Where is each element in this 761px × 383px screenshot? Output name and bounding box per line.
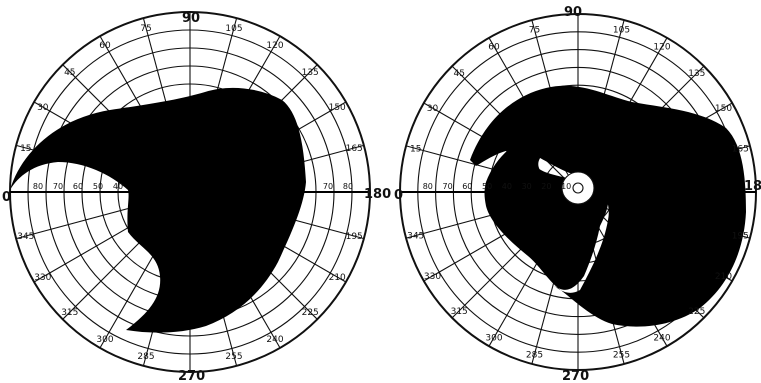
right-radial-label: 20 xyxy=(541,182,551,191)
left-right-label: 180 xyxy=(364,187,391,202)
left-meridian-label: 165 xyxy=(346,144,363,154)
left-radial-label: 70 xyxy=(323,182,333,191)
left-meridian-label: 75 xyxy=(140,24,151,34)
right-meridian-label: 30 xyxy=(427,104,439,114)
right-visual-field-chart: 75 60 45 30 15 105 120 135 150 165 195 210 225 240 255… xyxy=(394,5,761,383)
right-meridian-label: 60 xyxy=(488,43,500,53)
left-radial-label: 60 xyxy=(73,182,83,191)
left-meridian-label: 45 xyxy=(64,68,75,78)
left-radial-label: 70 xyxy=(53,182,63,191)
left-radial-label: 50 xyxy=(93,182,103,191)
left-meridian-label: 195 xyxy=(346,232,363,242)
left-radial-label: 80 xyxy=(343,182,353,191)
left-field-defect-region xyxy=(10,87,306,333)
right-field-defect-region xyxy=(470,85,746,327)
right-radial-label: 30 xyxy=(522,182,532,191)
right-meridian-label: 105 xyxy=(613,26,630,36)
right-radial-label: 50 xyxy=(482,182,492,191)
right-meridian-label: 300 xyxy=(485,334,502,344)
right-radial-label: 60 xyxy=(462,182,472,191)
left-meridian-label: 210 xyxy=(329,273,346,283)
left-meridian-labels: 75 60 45 30 15 105 120 135 150 165 195 210 225 240 255… xyxy=(17,24,363,362)
left-meridian-label: 255 xyxy=(225,352,242,362)
left-meridian-label: 330 xyxy=(34,273,51,283)
left-meridian-label: 225 xyxy=(302,308,319,318)
right-radial-label: 40 xyxy=(502,182,512,191)
right-meridian-label: 45 xyxy=(453,69,464,79)
left-meridian-label: 60 xyxy=(99,41,111,51)
left-visual-field-chart: 75 60 45 30 15 105 120 135 150 165 195 210 225 240 255… xyxy=(2,11,391,383)
right-fixation-dot xyxy=(572,182,584,194)
left-meridian-label: 285 xyxy=(137,352,154,362)
right-radial-scale-labels: 80 70 60 50 40 30 20 10 xyxy=(423,182,572,191)
right-right-label: 180 xyxy=(744,179,761,194)
left-meridian-label: 315 xyxy=(61,308,78,318)
right-radial-label: 70 xyxy=(443,182,453,191)
right-meridian-label: 75 xyxy=(529,26,540,36)
right-fixation-center xyxy=(561,171,595,205)
right-meridian-label: 285 xyxy=(526,350,543,360)
left-meridian-label: 150 xyxy=(329,103,346,113)
left-radial-label: 40 xyxy=(113,182,123,191)
right-meridian-label: 255 xyxy=(613,350,630,360)
left-bottom-label: 270 xyxy=(178,369,205,383)
left-meridian-label: 15 xyxy=(20,144,31,154)
right-meridian-label: 330 xyxy=(424,272,441,282)
left-radial-scale-labels: 80 70 60 50 40 70 80 xyxy=(33,182,353,191)
right-meridian-labels: 75 60 45 30 15 105 120 135 150 165 195 210 225 240 255… xyxy=(407,26,749,361)
right-meridian-label: 345 xyxy=(407,232,424,242)
right-meridian-label: 165 xyxy=(732,145,749,155)
left-meridian-label: 120 xyxy=(266,41,283,51)
right-meridian-label: 225 xyxy=(688,307,705,317)
right-top-label: 90 xyxy=(564,5,582,20)
right-radial-label: 80 xyxy=(423,182,433,191)
left-meridian-label: 240 xyxy=(266,335,283,345)
right-meridian-label: 210 xyxy=(715,272,732,282)
left-meridian-label: 135 xyxy=(302,68,319,78)
left-left-label: 0 xyxy=(2,190,11,205)
left-meridian-label: 345 xyxy=(17,232,34,242)
right-bottom-label: 270 xyxy=(562,369,589,383)
right-meridian-label: 150 xyxy=(715,104,732,114)
right-meridian-label: 240 xyxy=(653,334,670,344)
left-top-label: 90 xyxy=(182,11,200,26)
right-meridian-label: 315 xyxy=(451,307,468,317)
right-left-label: 0 xyxy=(394,188,403,203)
right-radial-label: 10 xyxy=(561,182,571,191)
left-meridian-label: 30 xyxy=(37,103,49,113)
right-meridian-label: 120 xyxy=(653,43,670,53)
left-meridian-label: 105 xyxy=(225,24,242,34)
right-meridian-label: 195 xyxy=(732,232,749,242)
right-meridian-label: 135 xyxy=(688,69,705,79)
left-radial-label: 80 xyxy=(33,182,43,191)
right-meridian-label: 15 xyxy=(410,145,421,155)
left-meridian-label: 300 xyxy=(96,335,113,345)
